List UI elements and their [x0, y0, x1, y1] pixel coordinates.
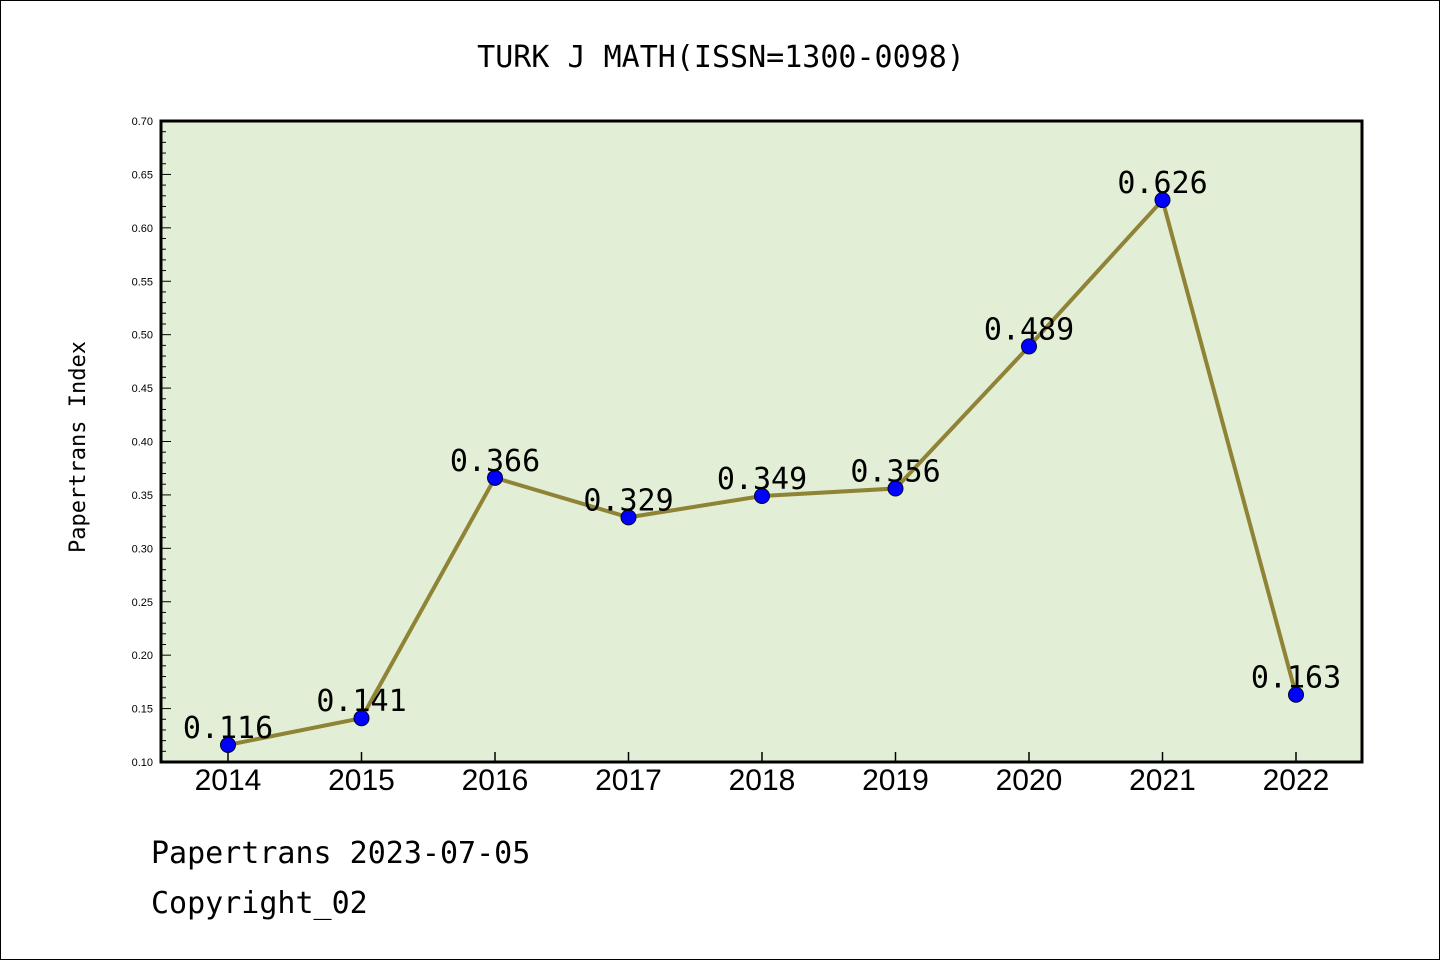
y-tick-label: 0.40 [132, 437, 153, 449]
data-points [220, 192, 1304, 753]
x-tick-label: 2018 [729, 764, 796, 797]
y-tick-label: 0.15 [132, 704, 153, 716]
data-label: 0.366 [450, 444, 540, 479]
data-point [487, 469, 503, 486]
x-tick-label: 2015 [328, 764, 395, 797]
plot-area [161, 121, 1362, 762]
chart-title: TURK J MATH(ISSN=1300-0098) [477, 40, 965, 75]
data-label: 0.626 [1117, 166, 1207, 201]
x-tick-label: 2021 [1129, 764, 1196, 797]
x-axis: 2014 2015 2016 2017 2018 2019 2020 2021 2022 [195, 752, 1330, 797]
y-axis-label: Papertrans Index [66, 341, 91, 553]
y-tick-label: 0.35 [132, 490, 153, 502]
data-point [1021, 338, 1037, 355]
x-tick-label: 2017 [595, 764, 662, 797]
data-labels: 0.116 0.141 0.366 0.329 0.349 0.356 0.489 0.626… [183, 166, 1341, 746]
data-label: 0.116 [183, 711, 273, 746]
y-tick-label: 0.70 [132, 116, 153, 128]
data-point [1288, 686, 1304, 703]
y-tick-label: 0.50 [132, 330, 153, 342]
y-tick-label: 0.45 [132, 383, 153, 395]
data-point [887, 480, 904, 497]
data-point [754, 487, 770, 504]
x-tick-label: 2020 [996, 764, 1063, 797]
y-tick-label: 0.10 [132, 757, 153, 769]
data-label: 0.349 [717, 462, 807, 497]
y-tick-label: 0.20 [132, 650, 153, 662]
y-tick-label: 0.65 [132, 169, 153, 181]
data-label: 0.163 [1251, 661, 1341, 696]
data-label: 0.141 [316, 684, 406, 719]
x-tick-label: 2016 [462, 764, 529, 797]
x-tick-label: 2014 [195, 764, 262, 797]
y-axis: 0.10 0.15 0.20 0.25 0.30 0.35 0.40 0.45 0.50 0.55… [132, 116, 171, 769]
y-tick-label: 0.25 [132, 597, 153, 609]
y-tick-label: 0.30 [132, 543, 153, 555]
y-tick-label: 0.55 [132, 276, 153, 288]
data-label: 0.356 [850, 455, 940, 490]
x-tick-label: 2022 [1263, 764, 1330, 797]
data-point [1154, 192, 1171, 209]
data-label: 0.329 [583, 483, 673, 518]
data-label: 0.489 [984, 312, 1074, 347]
footer-copyright: Copyright_02 [151, 886, 368, 921]
y-tick-label: 0.60 [132, 223, 153, 235]
data-point [220, 736, 236, 753]
footer-date: Papertrans 2023-07-05 [151, 836, 531, 871]
data-point [353, 710, 370, 727]
data-point [620, 509, 637, 526]
plot-border [159, 119, 1364, 764]
x-tick-label: 2019 [862, 764, 929, 797]
